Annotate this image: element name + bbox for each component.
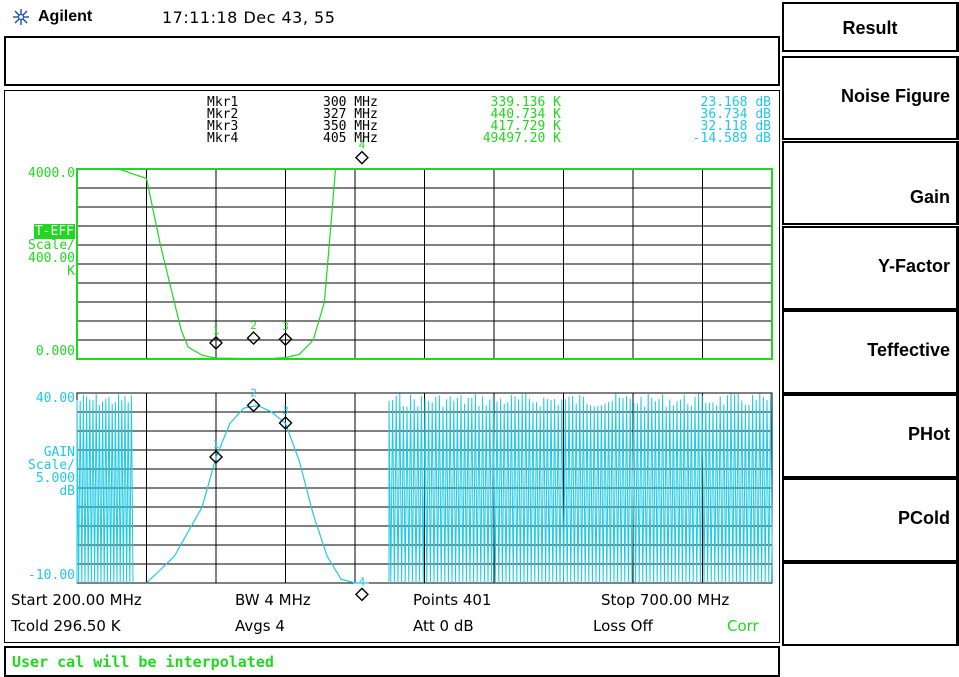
title-bar: Agilent 17:11:18 Dec 43, 55: [0, 0, 780, 36]
marker-diamond: [354, 587, 369, 602]
marker-teff: 49497.20 K: [482, 131, 561, 146]
softkey-y-factor[interactable]: Y-Factor: [782, 226, 959, 310]
datetime-readout: 17:11:18 Dec 43, 55: [162, 8, 336, 27]
softkey-empty[interactable]: [782, 562, 959, 646]
teff-trace-label: T-EFF: [33, 224, 75, 239]
softkey-gain[interactable]: Gain: [782, 141, 959, 225]
marker-freq: 327 MHz: [323, 107, 378, 122]
gain-scale-value: 5.000: [35, 471, 75, 486]
teff-trace: [118, 168, 337, 360]
marker-teff: 417.729 K: [490, 119, 561, 134]
bandwidth: BW 4 MHz: [235, 591, 311, 609]
marker-diamond: [209, 335, 223, 350]
marker-gain: 23.168 dB: [700, 95, 771, 110]
teff-bottom-level: 0.000: [35, 344, 75, 359]
gain-scale-label: Scale/: [28, 458, 75, 473]
marker-diamond: [246, 331, 261, 346]
softkey-label: PCold: [898, 508, 950, 528]
marker-name: Mkr4: [207, 131, 239, 146]
marker-diamond: [354, 150, 369, 165]
plot-frame: [76, 168, 773, 360]
averages: Avgs 4: [235, 617, 285, 635]
teff-scale-label: Scale/: [28, 238, 75, 253]
teff-graticule: [76, 168, 773, 360]
marker-name: Mkr2: [207, 107, 239, 122]
loss-compensation: Loss Off: [593, 617, 653, 635]
softkey-phot[interactable]: PHot: [782, 394, 959, 478]
marker-number: 2: [250, 386, 257, 399]
gain-unit: dB: [59, 484, 75, 499]
teff-markers: 1 2 3 4: [209, 139, 369, 350]
teff-ref-level: 4000.0: [28, 166, 75, 181]
gain-bottom-level: -10.00: [28, 568, 75, 583]
correction-indicator: Corr: [727, 617, 759, 635]
marker-diamond: [209, 449, 223, 464]
softkey-noise-figure[interactable]: Noise Figure: [782, 56, 959, 140]
softkey-label: Y-Factor: [877, 256, 950, 276]
brand-label: Agilent: [38, 8, 93, 25]
softkey-label: Noise Figure: [840, 86, 950, 106]
tcold-value: Tcold 296.50 K: [11, 617, 121, 635]
marker-freq: 300 MHz: [323, 95, 378, 110]
gain-markers: 1 2 3 4: [209, 386, 369, 602]
marker-gain: 36.734 dB: [700, 107, 771, 122]
teff-scale-value: 400.00: [28, 251, 75, 266]
stop-frequency: Stop 700.00 MHz: [601, 591, 730, 609]
gain-trace-label: GAIN: [43, 445, 75, 460]
marker-diamond: [278, 332, 293, 347]
start-frequency: Start 200.00 MHz: [11, 591, 142, 609]
status-message: User cal will be interpolated: [12, 653, 274, 671]
marker-number: 3: [282, 320, 289, 333]
teff-unit: K: [67, 264, 75, 279]
marker-freq: 405 MHz: [323, 131, 378, 146]
marker-diamond: [246, 398, 261, 413]
agilent-spark-icon: [13, 9, 29, 25]
marker-number: 1: [213, 438, 220, 451]
softkey-label: PHot: [908, 424, 950, 444]
softkey-label: Gain: [909, 187, 950, 207]
marker-number: 4: [359, 139, 366, 152]
attenuation: Att 0 dB: [413, 617, 474, 635]
marker-number: 3: [282, 404, 289, 417]
gain-trace: [146, 404, 369, 584]
marker-gain: 32.118 dB: [700, 119, 771, 134]
message-area: [4, 36, 780, 86]
marker-diamond: [278, 415, 293, 430]
marker-teff: 339.136 K: [490, 95, 561, 110]
marker-number: 1: [213, 324, 220, 337]
plot-canvas: 1 2 3 4 1 2 3 4: [76, 139, 773, 602]
marker-freq: 350 MHz: [323, 119, 378, 134]
marker-number: 4: [359, 575, 366, 588]
gain-ref-level: 40.00: [35, 391, 75, 406]
measurement-display: 1 2 3 4 1 2 3 4 Mkr1 300 MHz 339.136 K 23.168 …: [4, 90, 780, 643]
marker-name: Mkr1: [207, 95, 239, 110]
status-line: User cal will be interpolated: [4, 646, 780, 677]
marker-number: 2: [250, 319, 257, 332]
points-count: Points 401: [413, 591, 492, 609]
menu-title: Result: [782, 2, 959, 52]
marker-teff: 440.734 K: [490, 107, 561, 122]
softkey-teffective[interactable]: Teffective: [782, 310, 959, 394]
gain-noise-trace: [76, 393, 773, 584]
softkey-label: Teffective: [867, 340, 950, 360]
marker-name: Mkr3: [207, 119, 239, 134]
softkey-pcold[interactable]: PCold: [782, 478, 959, 562]
softkey-menu: Result Noise Figure Gain Y-Factor Teffec…: [782, 0, 959, 646]
marker-gain: -14.589 dB: [692, 131, 771, 146]
